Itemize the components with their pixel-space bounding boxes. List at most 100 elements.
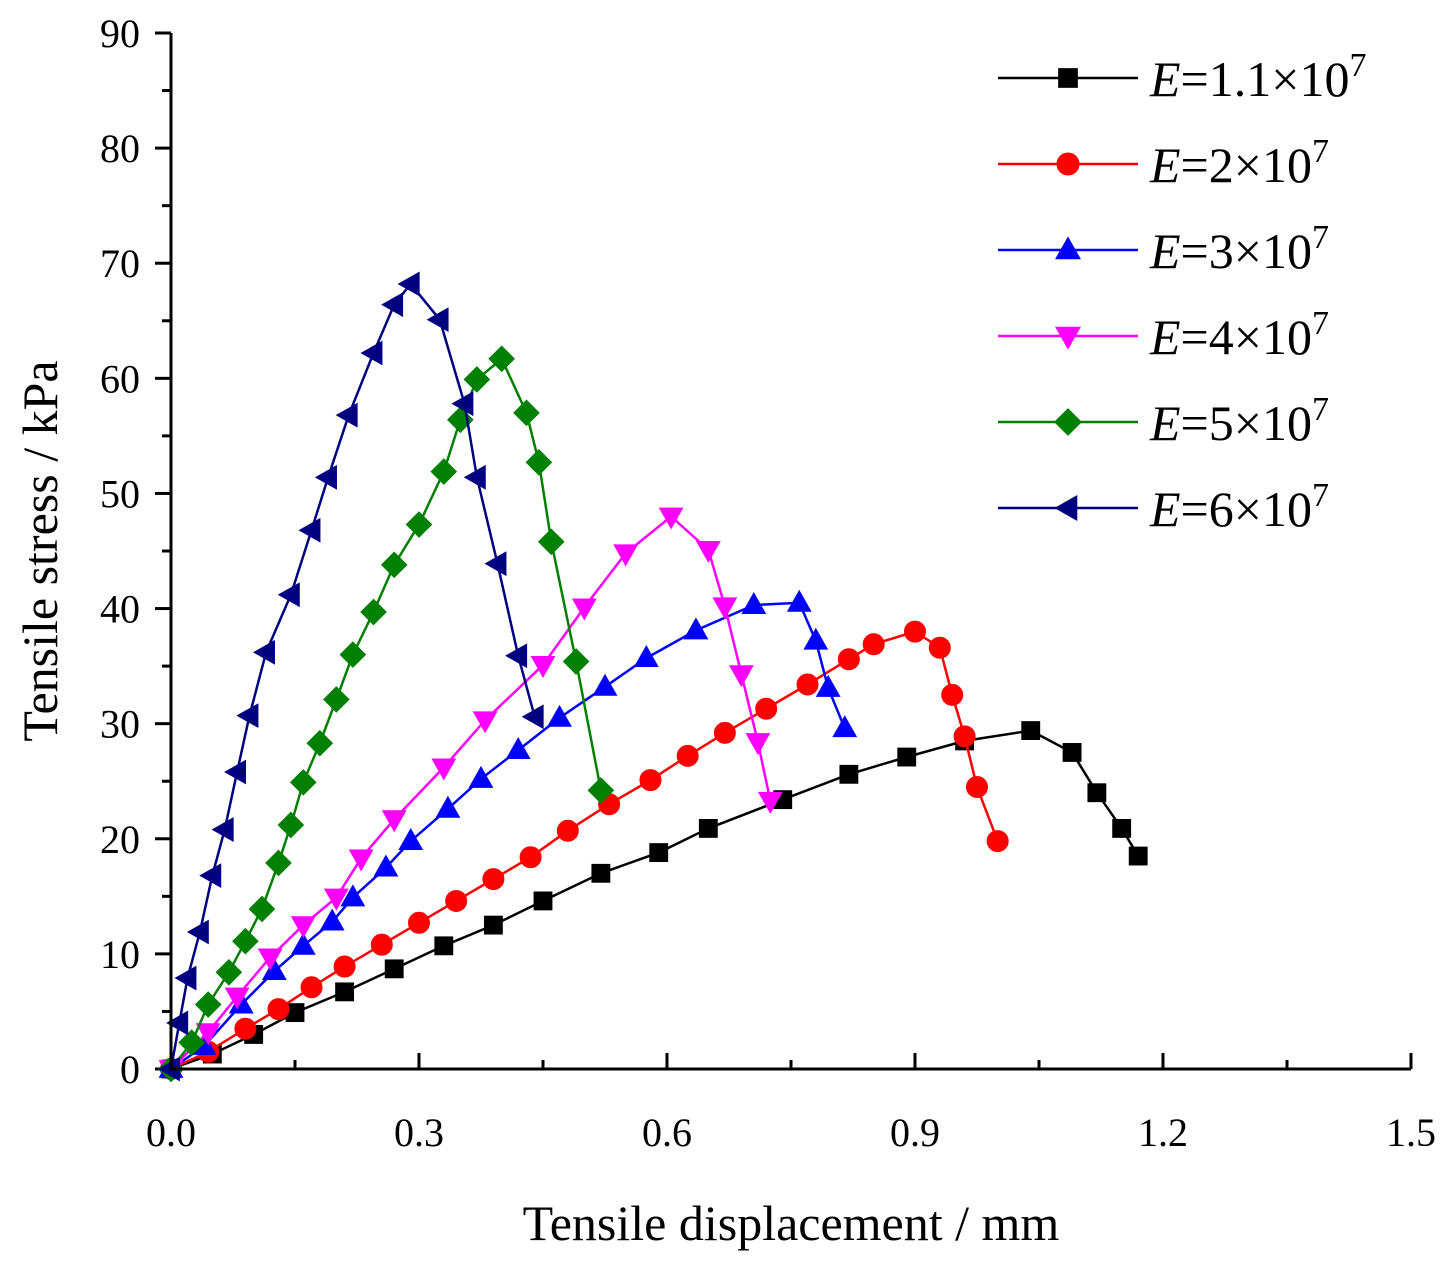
series-1 <box>161 721 1148 1079</box>
data-point <box>484 551 507 577</box>
legend-marker <box>1055 326 1081 350</box>
data-point <box>928 636 951 659</box>
data-point <box>1128 846 1148 866</box>
legend-exponent: 7 <box>1312 305 1329 342</box>
data-point <box>837 648 860 671</box>
data-point <box>384 959 404 979</box>
data-point <box>839 764 859 784</box>
data-point <box>488 345 515 373</box>
legend-symbol: E <box>1149 395 1181 451</box>
legend-label: E=2×107 <box>1149 133 1329 193</box>
data-point <box>741 592 767 615</box>
data-point <box>530 656 556 679</box>
legend-label: E=1.1×107 <box>1149 47 1366 107</box>
legend-marker <box>1058 68 1078 88</box>
legend-marker <box>1054 495 1078 521</box>
series-2 <box>160 620 1009 1080</box>
y-tick-label: 90 <box>100 11 140 56</box>
legend-exponent: 7 <box>1312 133 1329 170</box>
data-point <box>537 528 565 556</box>
data-point <box>323 888 349 911</box>
data-point <box>698 818 718 838</box>
legend-label: E=3×107 <box>1149 219 1329 279</box>
legend-label: E=4×107 <box>1149 305 1329 365</box>
data-point <box>314 464 337 490</box>
data-point <box>468 765 494 788</box>
legend-value: =2×10 <box>1181 137 1312 193</box>
data-point <box>815 674 841 697</box>
data-point <box>290 916 316 939</box>
x-tick-label: 0.3 <box>394 1110 444 1155</box>
data-point <box>397 271 420 297</box>
legend-marker <box>1055 236 1081 260</box>
data-point <box>633 644 659 667</box>
data-point <box>431 758 457 781</box>
data-point <box>426 307 449 333</box>
data-point <box>174 965 197 991</box>
data-point <box>591 863 611 883</box>
x-axis-title: Tensile displacement / mm <box>523 1195 1060 1251</box>
data-point <box>483 915 503 935</box>
legend-exponent: 7 <box>1312 219 1329 256</box>
data-point <box>803 627 829 650</box>
legend-label: E=5×107 <box>1149 391 1329 451</box>
data-point <box>194 991 222 1018</box>
data-point <box>712 597 738 620</box>
data-point <box>360 598 387 626</box>
data-point <box>832 715 858 738</box>
data-point <box>340 884 366 907</box>
data-point <box>683 617 709 640</box>
data-point <box>381 292 404 318</box>
data-point <box>381 810 407 833</box>
legend-symbol: E <box>1149 309 1181 365</box>
data-point <box>166 1010 189 1036</box>
data-point <box>339 641 367 668</box>
legend-symbol: E <box>1149 223 1181 279</box>
data-point <box>757 791 783 814</box>
y-tick-label: 70 <box>100 241 140 286</box>
y-tick-label: 10 <box>100 932 140 977</box>
x-tick-label: 0.9 <box>890 1110 940 1155</box>
data-point <box>562 648 590 675</box>
data-point <box>398 827 424 850</box>
legend: E=1.1×107E=2×107E=3×107E=4×107E=5×107E=6… <box>998 47 1366 537</box>
data-series <box>157 271 1148 1083</box>
data-point <box>713 721 736 744</box>
y-tick-label: 0 <box>120 1047 140 1092</box>
data-point <box>786 589 812 612</box>
data-point <box>195 1023 221 1046</box>
data-point <box>547 704 572 727</box>
data-point <box>236 703 259 729</box>
data-point <box>277 811 305 839</box>
data-point <box>430 458 458 485</box>
data-point <box>434 936 454 956</box>
data-point <box>745 733 771 756</box>
data-point <box>333 955 356 978</box>
legend-symbol: E <box>1149 481 1181 537</box>
data-point <box>521 704 544 730</box>
data-point <box>265 849 292 877</box>
data-point <box>676 744 699 767</box>
data-point <box>986 830 1009 853</box>
data-point <box>373 854 399 877</box>
data-point <box>370 933 393 956</box>
data-point <box>267 998 290 1021</box>
legend-symbol: E <box>1149 137 1181 193</box>
data-point <box>755 697 778 720</box>
data-point <box>1087 783 1107 803</box>
data-point <box>482 868 505 891</box>
x-tick-label: 1.2 <box>1138 1110 1188 1155</box>
y-tick-label: 60 <box>100 356 140 401</box>
data-point <box>505 737 531 760</box>
legend-value: =3×10 <box>1181 223 1312 279</box>
data-point <box>323 686 350 713</box>
legend-entry: E=4×107 <box>998 305 1329 365</box>
series-3 <box>158 589 858 1078</box>
y-tick-label: 50 <box>100 471 140 516</box>
data-point <box>519 846 542 869</box>
data-point <box>862 633 885 656</box>
data-point <box>592 673 618 696</box>
data-point <box>300 976 323 999</box>
x-tick-label: 0.6 <box>642 1110 692 1155</box>
